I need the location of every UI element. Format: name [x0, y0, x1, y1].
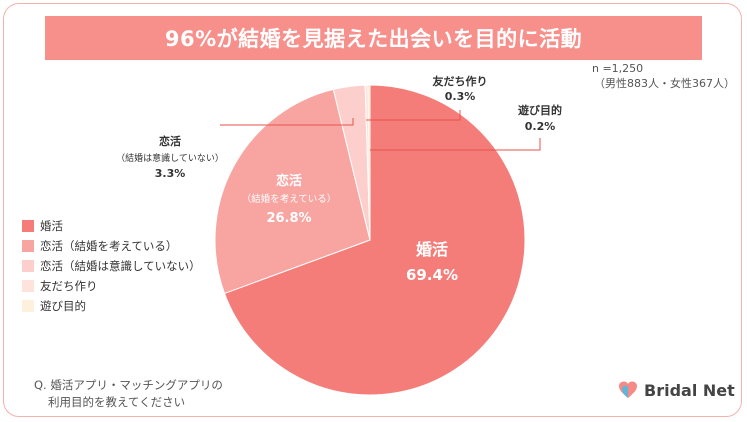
legend-item-1: 婚活 — [22, 216, 201, 236]
legend-swatch — [22, 280, 34, 292]
legend-item-2: 恋活（結婚を考えている） — [22, 236, 201, 256]
slice-label-4: 友だち作り — [433, 74, 488, 88]
legend-swatch — [22, 300, 34, 312]
question-line-2: 利用目的を教えてください — [48, 395, 186, 409]
slice-value-3: 3.3% — [155, 167, 186, 180]
slice-value-2: 26.8% — [266, 211, 311, 226]
legend-swatch — [22, 260, 34, 272]
legend-item-3: 恋活（結婚は意識していない） — [22, 256, 201, 276]
leader-line-3 — [220, 118, 354, 126]
slice-value-1: 69.4% — [406, 266, 458, 284]
slice-value-5: 0.2% — [525, 120, 556, 133]
slice-label-3: 恋活 — [159, 134, 181, 148]
legend-swatch — [22, 240, 34, 252]
slice-sub-3: （結婚は意識していない） — [116, 152, 224, 164]
pie-slice-4 — [364, 84, 371, 241]
legend-item-5: 遊び目的 — [22, 296, 201, 316]
sample-breakdown: （男性883人・女性367人） — [594, 77, 735, 90]
question-line-1: Q. 婚活アプリ・マッチングアプリの — [34, 378, 223, 392]
survey-question: Q. 婚活アプリ・マッチングアプリの 利用目的を教えてください — [34, 377, 223, 411]
sample-size: n =1,250 （男性883人・女性367人） — [592, 61, 735, 91]
pie-slice-5 — [368, 85, 370, 240]
legend-label: 遊び目的 — [40, 299, 86, 313]
leader-line-5 — [370, 138, 541, 151]
legend-label: 友だち作り — [40, 279, 98, 293]
slice-value-4: 0.3% — [445, 90, 476, 103]
legend-label: 婚活 — [40, 219, 63, 233]
slice-label-2: 恋活 — [276, 173, 302, 189]
brand-name: Bridal Net — [644, 380, 735, 400]
slice-label-5: 遊び目的 — [518, 103, 562, 117]
legend-label: 恋活（結婚は意識していない） — [40, 259, 201, 273]
legend-swatch — [22, 220, 34, 232]
slice-label-1: 婚活 — [416, 240, 448, 259]
heart-logo-icon — [619, 381, 637, 398]
chart-title: 96%が結婚を見据えた出会いを目的に活動 — [45, 16, 702, 60]
brand-logo: Bridal Net — [618, 380, 735, 400]
pie-slice-2 — [214, 88, 371, 295]
legend-item-4: 友だち作り — [22, 276, 201, 296]
slice-sub-2: （結婚を考えている） — [242, 193, 337, 205]
pie-slice-1 — [223, 84, 526, 396]
chart-legend: 婚活恋活（結婚を考えている） 恋活（結婚は意識していない） 友だち作り遊び目的 — [22, 216, 201, 316]
sample-count: n =1,250 — [592, 62, 644, 75]
leader-line-4 — [366, 110, 461, 121]
legend-label: 恋活（結婚を考えている） — [40, 239, 178, 253]
